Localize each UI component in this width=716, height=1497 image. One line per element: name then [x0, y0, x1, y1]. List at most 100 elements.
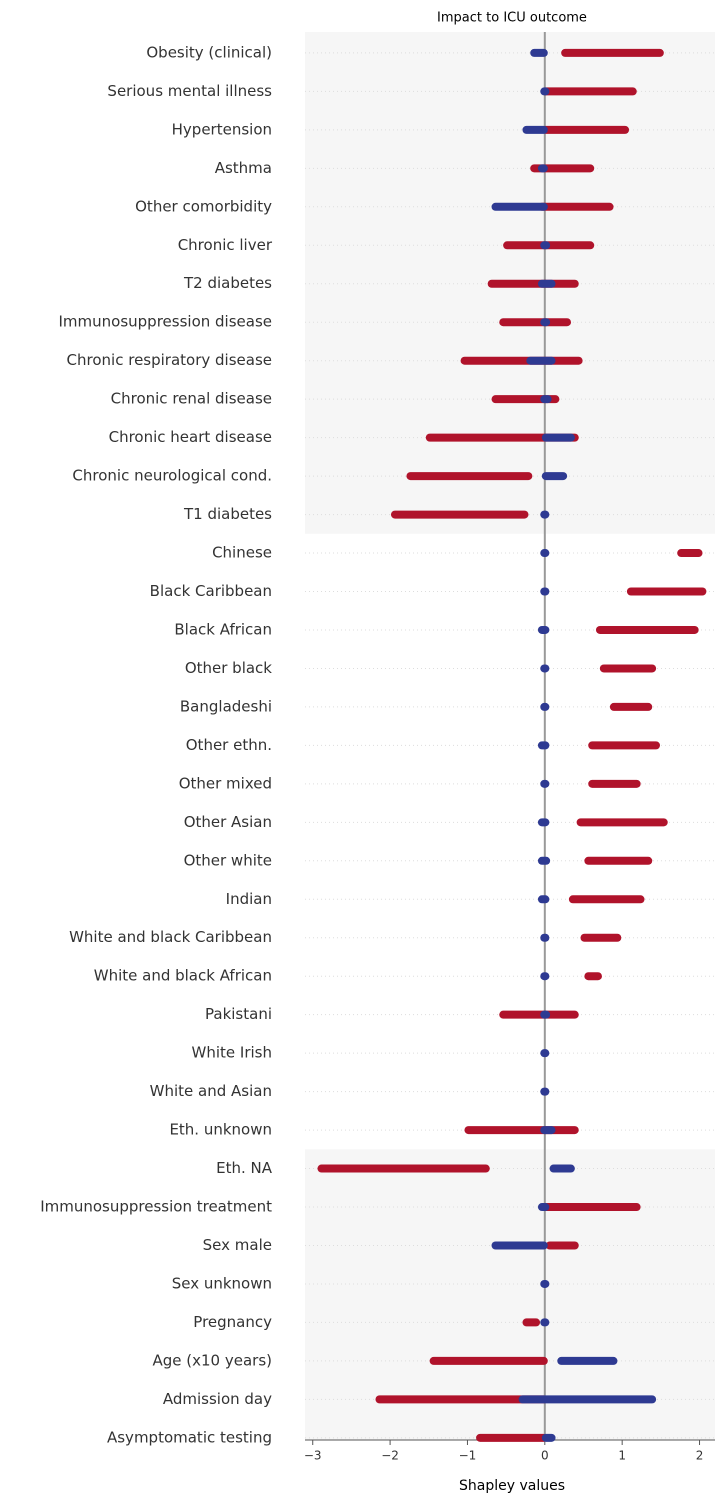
swarm-range: [541, 87, 637, 96]
swarm-range: [425, 433, 579, 442]
row-label: Chronic heart disease: [109, 428, 272, 446]
row-label: Chronic neurological cond.: [72, 467, 272, 485]
row-label: Immunosuppression disease: [59, 313, 273, 331]
swarm-range: [526, 356, 556, 365]
row-label: Chronic liver: [178, 236, 273, 254]
swarm-range: [537, 856, 551, 865]
x-tick-label: 2: [696, 1449, 704, 1463]
swarm-range: [540, 241, 551, 250]
swarm-range: [584, 856, 653, 865]
row-label: Chinese: [212, 544, 272, 562]
swarm-range: [540, 1279, 550, 1288]
swarm-range: [677, 549, 703, 558]
row-label: Age (x10 years): [153, 1351, 273, 1369]
swarm-range: [476, 1433, 548, 1442]
row-label: T2 diabetes: [183, 274, 272, 292]
swarm-range: [537, 164, 548, 173]
swarm-range: [557, 1356, 618, 1365]
swarm-range: [540, 1087, 550, 1096]
swarm-range: [522, 1318, 541, 1327]
row-label: Black Caribbean: [150, 582, 272, 600]
swarm-range: [460, 356, 583, 365]
row-label: Other white: [184, 851, 272, 869]
swarm-range: [599, 664, 657, 673]
x-tick-label: 0: [541, 1449, 549, 1463]
swarm-range: [588, 779, 641, 788]
row-label: Hypertension: [172, 120, 272, 138]
swarm-range: [530, 48, 548, 57]
row-label: Pakistani: [205, 1005, 272, 1023]
swarm-range: [540, 587, 550, 596]
swarm-range: [537, 741, 550, 750]
swarm-range: [375, 1395, 548, 1404]
swarm-range: [588, 741, 660, 750]
group-band: [305, 1149, 715, 1440]
x-axis-label: Shapley values: [459, 1478, 565, 1494]
swarm-range: [487, 279, 579, 288]
swarm-range: [537, 279, 556, 288]
swarm-range: [540, 1049, 550, 1058]
swarm-range: [541, 1433, 556, 1442]
swarm-range: [541, 472, 568, 481]
row-label: Asthma: [215, 159, 272, 177]
swarm-range: [491, 1241, 548, 1250]
row-label: Bangladeshi: [180, 697, 272, 715]
swarm-range: [540, 1318, 550, 1327]
swarm-range: [537, 818, 550, 827]
row-label: White Irish: [192, 1044, 272, 1062]
swarm-range: [580, 933, 622, 942]
swarm-range: [540, 972, 550, 981]
x-tick-label: 1: [618, 1449, 626, 1463]
swarm-range: [561, 48, 664, 57]
row-label: White and black African: [94, 967, 272, 985]
swarm-range: [537, 1203, 550, 1212]
swarm-range: [541, 125, 630, 134]
row-label: Other comorbidity: [135, 197, 272, 215]
row-label: Sex unknown: [172, 1274, 272, 1292]
swarm-range: [595, 625, 699, 634]
swarm-range: [540, 318, 551, 327]
row-label: Other black: [185, 659, 272, 677]
row-label: Black African: [174, 620, 272, 638]
row-label: Admission day: [163, 1390, 272, 1408]
swarm-range: [540, 395, 552, 404]
row-label: White and Asian: [150, 1082, 272, 1100]
swarm-range: [549, 1164, 575, 1173]
swarm-range: [540, 779, 550, 788]
swarm-range: [406, 472, 533, 481]
x-tick-label: −1: [459, 1449, 477, 1463]
swarm-range: [609, 702, 653, 711]
swarm-range: [537, 202, 614, 211]
swarm-range: [464, 1126, 579, 1135]
row-label: Chronic respiratory disease: [67, 351, 272, 369]
row-label: Obesity (clinical): [146, 43, 272, 61]
row-label: Indian: [226, 890, 272, 908]
swarm-range: [429, 1356, 548, 1365]
swarm-range: [568, 895, 645, 904]
x-tick-label: −3: [304, 1449, 322, 1463]
swarm-range: [499, 1010, 579, 1019]
swarm-range: [537, 895, 550, 904]
x-tick-label: −2: [381, 1449, 399, 1463]
row-label: Other Asian: [184, 813, 272, 831]
swarm-range: [540, 1126, 556, 1135]
swarm-range: [540, 702, 550, 711]
row-label: Serious mental illness: [107, 82, 272, 100]
row-label: Other ethn.: [186, 736, 272, 754]
swarm-range: [541, 433, 575, 442]
swarm-range: [390, 510, 529, 519]
swarm-range: [518, 1395, 657, 1404]
row-label: Chronic renal disease: [111, 390, 272, 408]
swarm-range: [499, 318, 572, 327]
swarm-range: [522, 125, 548, 134]
swarm-range: [545, 1241, 579, 1250]
row-label: Eth. NA: [216, 1159, 273, 1177]
row-label: Asymptomatic testing: [107, 1428, 272, 1446]
row-label: Pregnancy: [193, 1313, 272, 1331]
swarm-range: [540, 1010, 551, 1019]
row-label: White and black Caribbean: [69, 928, 272, 946]
swarm-range: [540, 549, 550, 558]
row-label: Other mixed: [179, 774, 272, 792]
swarm-range: [584, 972, 602, 981]
